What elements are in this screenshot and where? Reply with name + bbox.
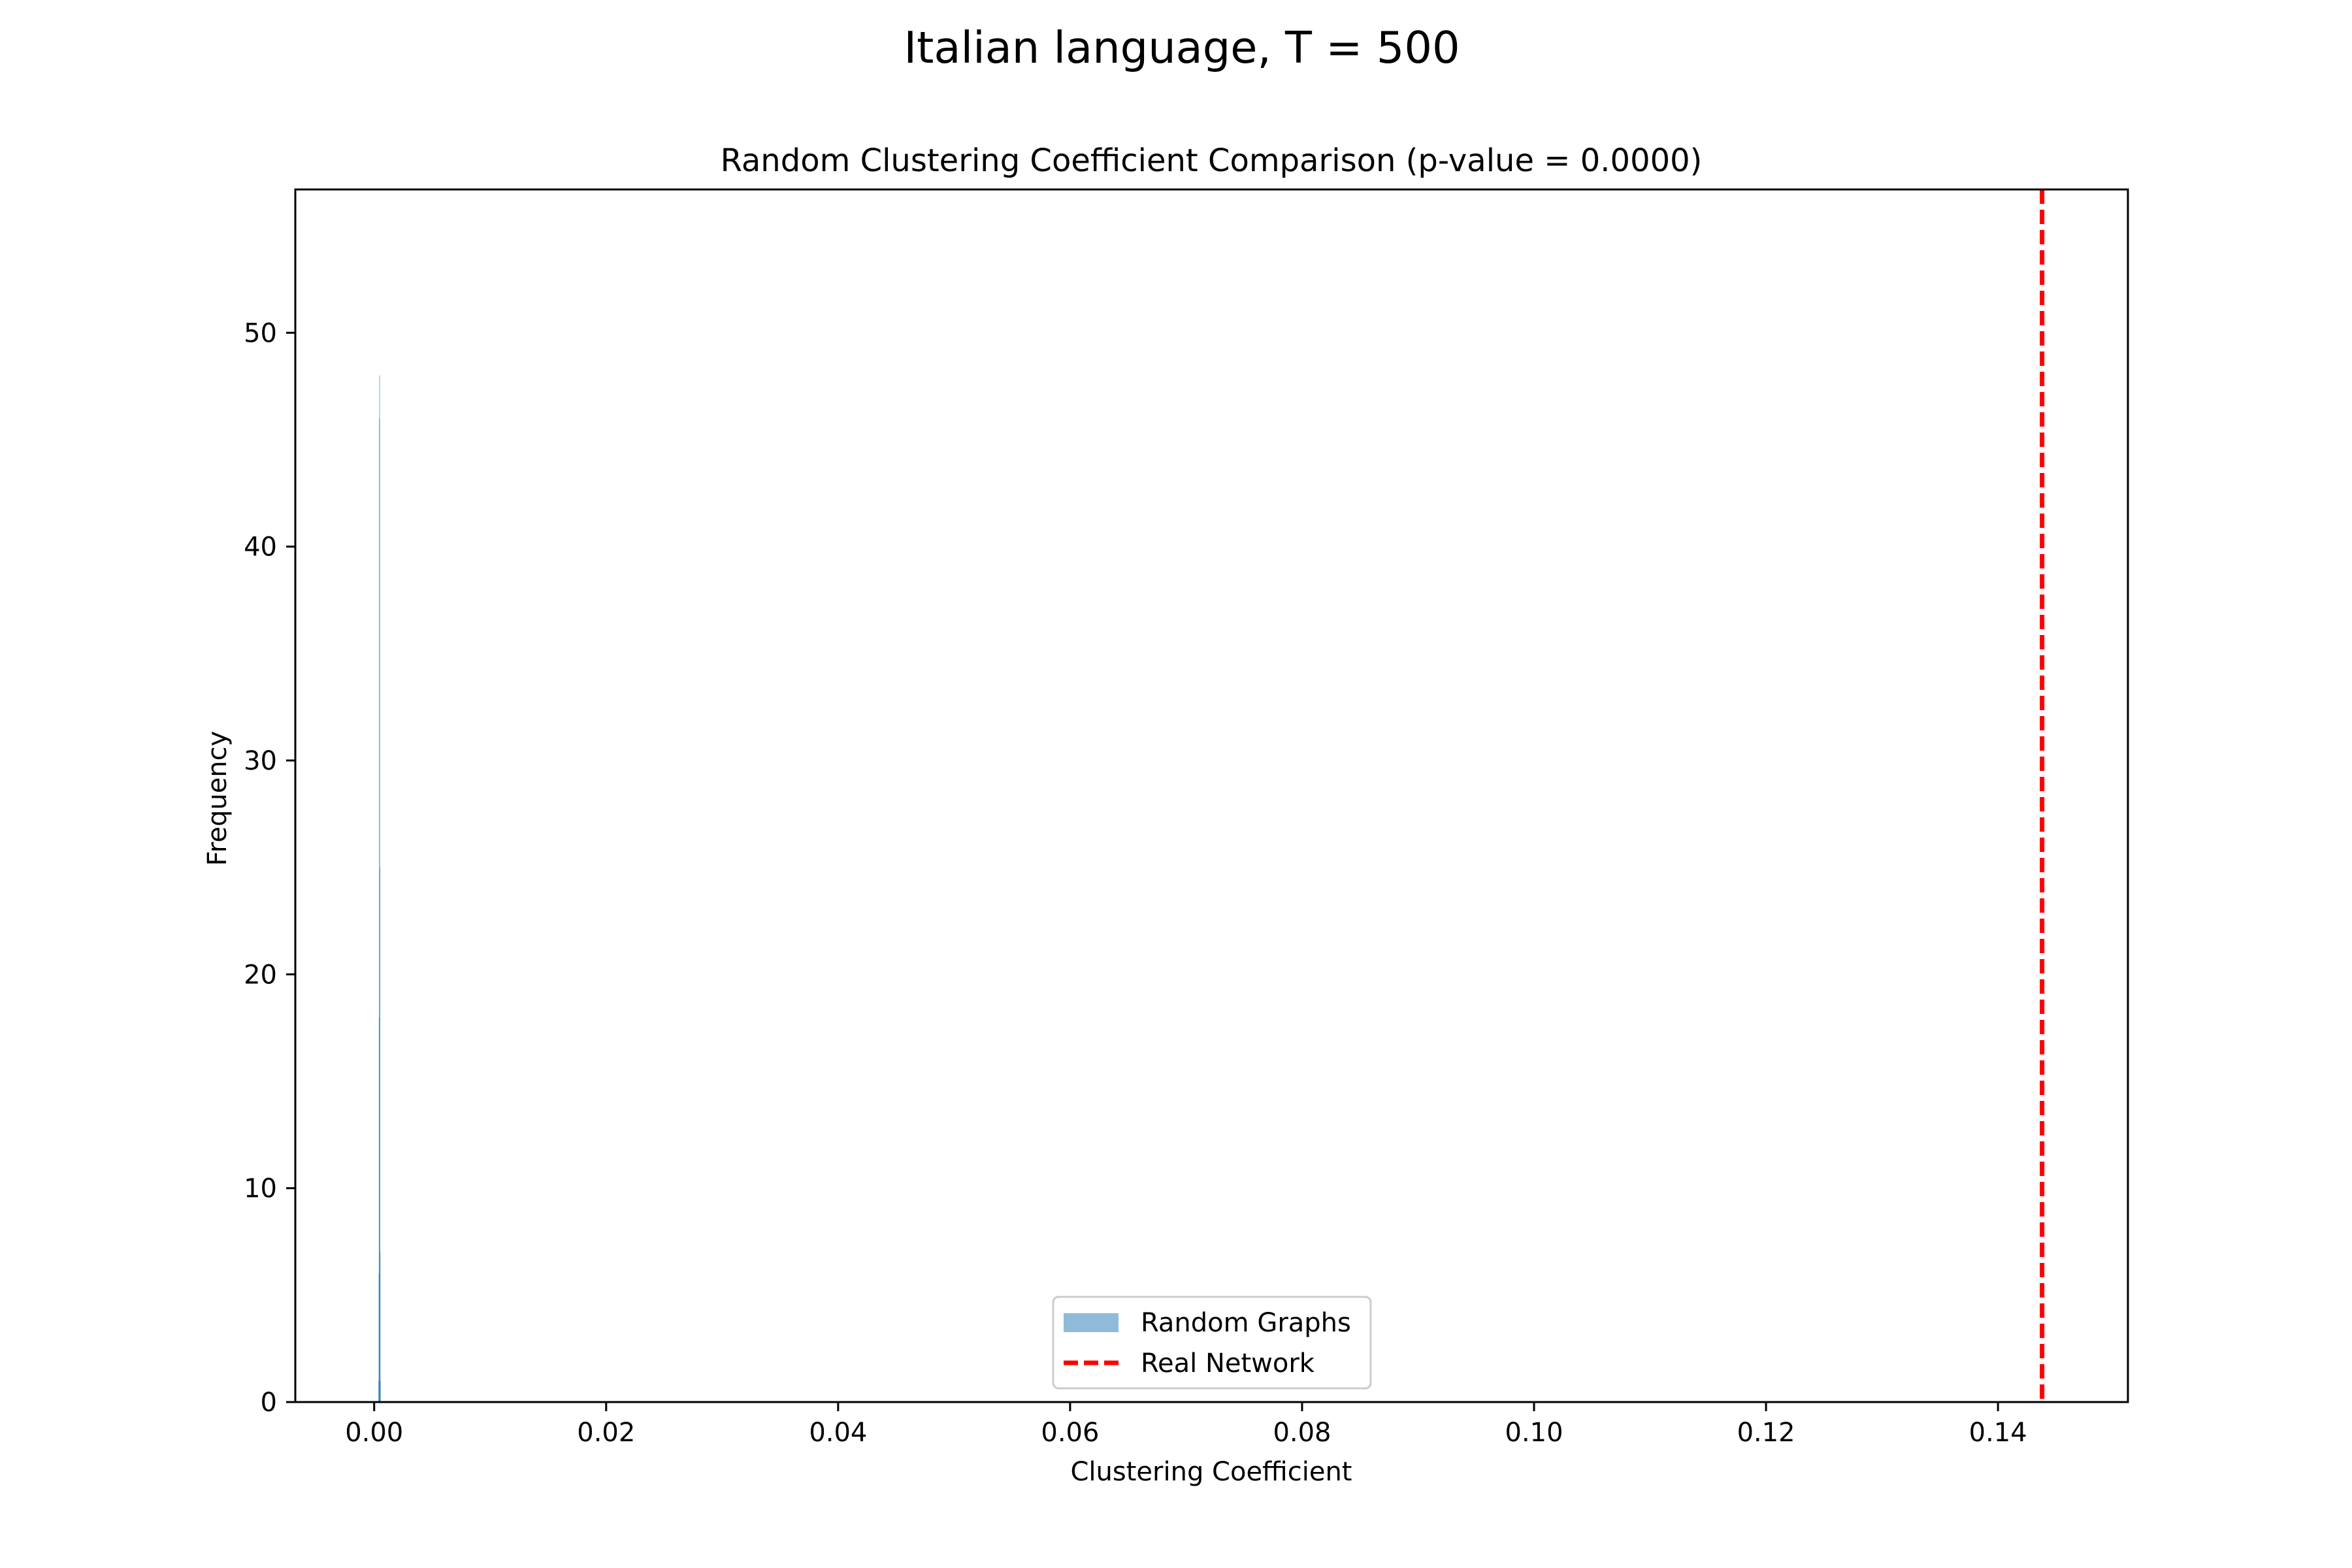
x-tick-label: 0.10 [1505, 1418, 1563, 1448]
x-tick-label: 0.02 [577, 1418, 635, 1448]
figure-suptitle: Italian language, T = 500 [904, 22, 1460, 73]
y-tick-label: 20 [244, 960, 277, 990]
legend-box [1052, 1296, 1372, 1390]
legend-label-random-graphs: Random Graphs [1141, 1308, 1351, 1338]
plot-area-frame [294, 188, 2129, 1403]
y-tick-label: 0 [261, 1388, 277, 1418]
y-axis: 0 10 20 30 40 50 [244, 318, 295, 1418]
histogram-bars [378, 375, 381, 1402]
legend-label-real-network: Real Network [1141, 1348, 1315, 1379]
x-tick-label: 0.14 [1969, 1418, 2027, 1448]
x-tick-label: 0.00 [345, 1418, 403, 1448]
x-axis-label: Clustering Coefficient [1071, 1457, 1352, 1487]
y-axis-label: Frequency [203, 731, 233, 866]
histogram-bar [380, 1380, 381, 1402]
x-tick-label: 0.06 [1041, 1418, 1099, 1448]
x-tick-label: 0.12 [1737, 1418, 1795, 1448]
y-tick-label: 40 [244, 532, 277, 563]
y-tick-label: 10 [244, 1174, 277, 1204]
legend-swatch-random-graphs [1064, 1313, 1119, 1332]
chart-title: Random Clustering Coefficient Comparison… [721, 142, 1703, 179]
legend: Random Graphs Real Network [1052, 1296, 1372, 1390]
x-tick-label: 0.04 [809, 1418, 867, 1448]
x-axis: 0.00 0.02 0.04 0.06 0.08 0.10 0.12 0.14 [345, 1402, 2027, 1448]
y-tick-label: 50 [244, 318, 277, 348]
x-tick-label: 0.08 [1273, 1418, 1331, 1448]
y-tick-label: 30 [244, 746, 277, 776]
